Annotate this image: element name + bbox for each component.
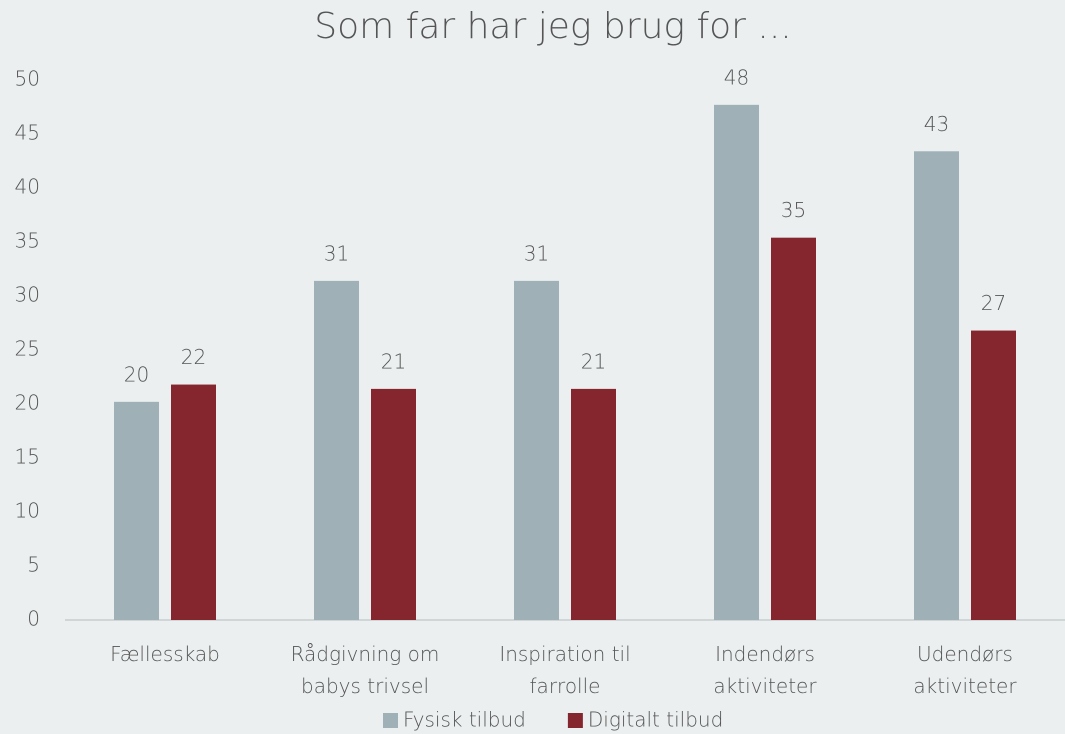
y-tick-label: 25 bbox=[15, 337, 40, 361]
bar bbox=[571, 388, 616, 620]
y-tick-label: 35 bbox=[15, 229, 40, 253]
data-label: 31 bbox=[524, 241, 549, 265]
data-label: 22 bbox=[181, 345, 206, 369]
bar bbox=[171, 384, 216, 620]
x-tick-label: Fællesskab bbox=[110, 642, 220, 666]
legend-label: Fysisk tilbud bbox=[403, 708, 526, 732]
bar bbox=[514, 280, 559, 620]
x-tick-label: Indendørs aktiviteter bbox=[713, 642, 817, 698]
x-tick-label: Rådgivning om babys trivsel bbox=[290, 642, 440, 698]
bar bbox=[114, 401, 159, 620]
chart-title: Som far har jeg brug for ... bbox=[314, 6, 791, 47]
x-tick-label: Inspiration til farrolle bbox=[499, 642, 631, 698]
data-label: 35 bbox=[781, 198, 806, 222]
y-tick-label: 40 bbox=[15, 175, 40, 199]
data-label: 20 bbox=[124, 362, 149, 386]
bar bbox=[371, 388, 416, 620]
bar bbox=[714, 104, 759, 621]
y-tick-label: 15 bbox=[15, 445, 40, 469]
x-tick-label: Udendørs aktiviteter bbox=[913, 642, 1017, 698]
y-tick-label: 45 bbox=[15, 121, 40, 145]
data-label: 31 bbox=[324, 241, 349, 265]
y-tick-label: 0 bbox=[27, 607, 40, 631]
data-label: 48 bbox=[724, 65, 749, 89]
y-tick-label: 50 bbox=[15, 67, 40, 91]
y-tick-label: 10 bbox=[15, 499, 40, 523]
legend-swatch bbox=[383, 713, 398, 728]
data-label: 21 bbox=[381, 349, 406, 373]
data-label: 43 bbox=[924, 112, 949, 136]
y-tick-label: 20 bbox=[15, 391, 40, 415]
bar bbox=[771, 237, 816, 620]
y-tick-label: 30 bbox=[15, 283, 40, 307]
bar bbox=[914, 151, 959, 620]
y-tick-label: 5 bbox=[27, 553, 40, 577]
data-label: 21 bbox=[581, 349, 606, 373]
bar bbox=[314, 280, 359, 620]
legend-swatch bbox=[567, 713, 583, 728]
legend-label: Digitalt tilbud bbox=[588, 708, 723, 732]
data-label: 27 bbox=[981, 291, 1006, 315]
bar bbox=[971, 330, 1016, 620]
